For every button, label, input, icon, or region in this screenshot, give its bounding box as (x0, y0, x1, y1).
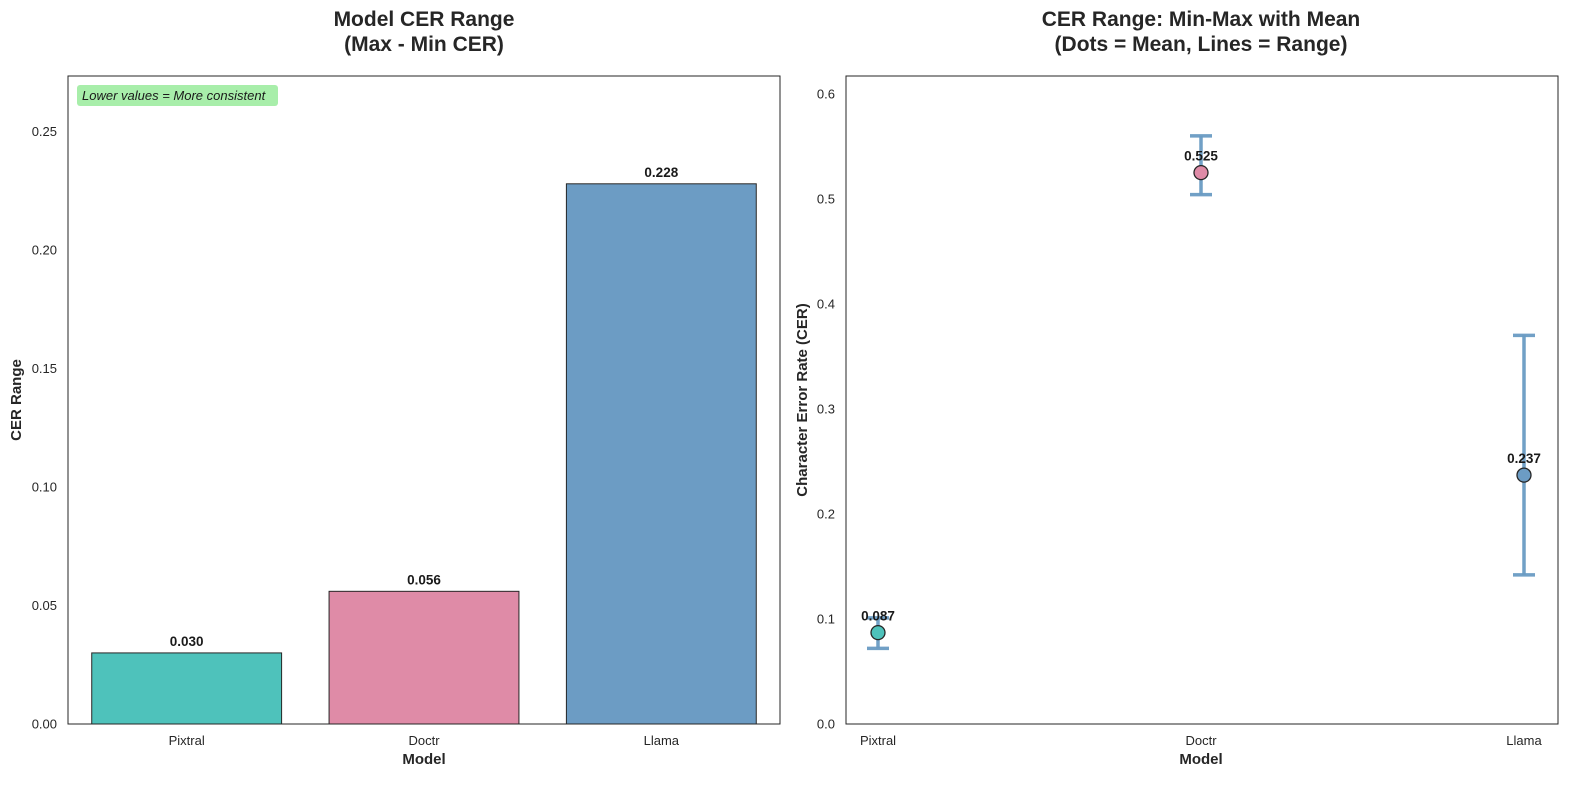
mean-point-llama (1516, 467, 1532, 483)
y-tick-label: 0.25 (32, 124, 57, 139)
x-axis-label: Model (402, 751, 445, 768)
bar-value-label: 0.030 (170, 634, 204, 649)
y-tick-label: 0.1 (817, 611, 835, 626)
mean-points (870, 164, 1532, 641)
chart-title-line2: (Dots = Mean, Lines = Range) (1055, 33, 1348, 56)
x-tick-label: Doctr (1185, 733, 1217, 748)
x-tick-label: Llama (1506, 733, 1542, 748)
mean-value-label: 0.525 (1184, 149, 1218, 164)
mean-value-labels: 0.087 0.525 0.237 (861, 149, 1541, 624)
annotation-text: Lower values = More consistent (82, 88, 267, 103)
y-axis-label: Character Error Rate (CER) (794, 303, 811, 496)
y-tick-label: 0.6 (817, 86, 835, 101)
y-tick-label: 0.15 (32, 361, 57, 376)
y-tick-label: 0.05 (32, 598, 57, 613)
y-tick-label: 0.2 (817, 506, 835, 521)
x-tick-label: Llama (644, 733, 680, 748)
bar-value-labels: 0.030 0.056 0.228 (170, 165, 679, 649)
y-tick-label: 0.3 (817, 401, 835, 416)
y-tick-label: 0.10 (32, 480, 57, 495)
consistency-annotation: Lower values = More consistent (77, 85, 278, 106)
x-tick-labels: Pixtral Doctr Llama (860, 733, 1543, 748)
x-tick-label: Pixtral (169, 733, 205, 748)
y-tick-label: 0.20 (32, 243, 57, 258)
chart-title-line1: CER Range: Min-Max with Mean (1042, 8, 1361, 31)
range-llama (1513, 333, 1535, 577)
mean-value-label: 0.237 (1507, 451, 1541, 466)
cer-min-max-mean-chart: CER Range: Min-Max with Mean (Dots = Mea… (794, 8, 1559, 768)
chart-title-line2: (Max - Min CER) (344, 33, 504, 56)
bar-pixtral (91, 652, 283, 725)
y-axis-label: CER Range (8, 359, 25, 441)
mean-value-label: 0.087 (861, 609, 895, 624)
y-tick-label: 0.0 (817, 717, 835, 732)
x-tick-labels: Pixtral Doctr Llama (169, 733, 680, 748)
y-tick-label: 0.5 (817, 191, 835, 206)
mean-point-pixtral (870, 624, 886, 641)
bar-series (91, 183, 757, 725)
plot-frame (67, 75, 781, 725)
y-tick-labels: 0.00 0.05 0.10 0.15 0.20 0.25 (32, 124, 57, 731)
bar-value-label: 0.056 (407, 572, 441, 587)
annotation-box (77, 85, 278, 106)
range-lines (867, 134, 1535, 651)
x-tick-label: Pixtral (860, 733, 896, 748)
bar-value-label: 0.228 (644, 165, 678, 180)
chart-title-line1: Model CER Range (334, 8, 515, 31)
x-axis-label: Model (1179, 751, 1222, 768)
mean-point-doctr (1193, 164, 1209, 181)
y-tick-label: 0.00 (32, 717, 57, 732)
cer-range-bar-chart: Model CER Range (Max - Min CER) 0.00 0.05… (8, 8, 781, 768)
bar-doctr (328, 590, 520, 725)
y-tick-labels: 0.0 0.1 0.2 0.3 0.4 0.5 0.6 (817, 86, 835, 731)
bar-llama (565, 183, 757, 725)
x-tick-label: Doctr (408, 733, 440, 748)
plot-frame (845, 75, 1559, 725)
y-tick-label: 0.4 (817, 296, 835, 311)
